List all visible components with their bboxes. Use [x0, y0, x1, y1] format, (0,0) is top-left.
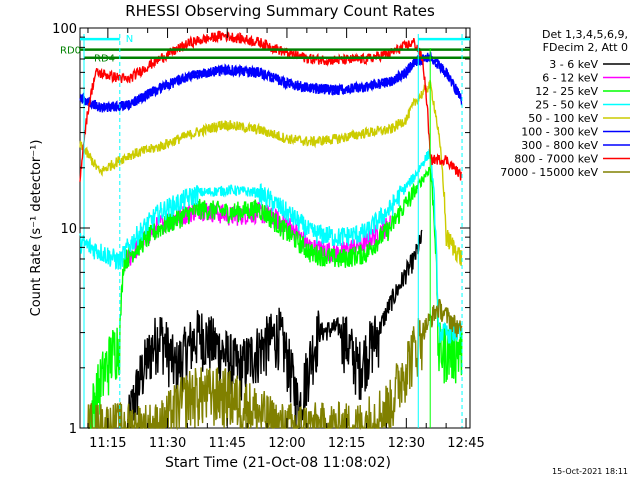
series-line-3: [79, 148, 463, 344]
x-tick-label: 12:30: [388, 436, 425, 451]
legend-entry-7: 800 - 7000 keV: [514, 153, 598, 166]
axes: 1 10 100 11:15 11:30 11:45 12:00 12:15 12:30 12:4…: [52, 22, 485, 451]
annotation-rd0: RD0: [60, 46, 81, 57]
legend-entry-3: 25 - 50 keV: [535, 99, 598, 112]
legend-entry-2: 12 - 25 keV: [535, 85, 598, 98]
annotation-n: N: [126, 34, 133, 45]
x-tick-label: 12:15: [328, 436, 365, 451]
legend-entry-0: 3 - 6 keV: [549, 58, 598, 71]
series-line-2: [87, 166, 463, 429]
y-tick-label: 10: [60, 222, 77, 237]
series-line-7: [79, 30, 463, 182]
series-7: [79, 30, 463, 182]
series-line-8: [87, 298, 463, 431]
legend: Det 1,3,4,5,6,9,FDecim 2, Att 0 3 - 6 keV…: [500, 28, 630, 179]
series-4: [79, 79, 463, 266]
legend-entry-5: 100 - 300 keV: [521, 126, 598, 139]
chart-title: RHESSI Observing Summary Count Rates: [125, 2, 435, 20]
series-0: [127, 229, 423, 429]
x-tick-label: 11:45: [209, 436, 246, 451]
legend-header-0: Det 1,3,4,5,6,9,: [542, 28, 628, 41]
plot-marks: RD0 RD4 N: [60, 30, 470, 431]
series-line-0: [127, 229, 423, 429]
series-8: [87, 298, 463, 431]
legend-entry-4: 50 - 100 keV: [528, 112, 598, 125]
x-tick-label: 11:15: [89, 436, 126, 451]
footer-timestamp: 15-Oct-2021 18:11: [552, 467, 628, 476]
legend-entry-6: 300 - 800 keV: [521, 139, 598, 152]
series-line-4: [79, 79, 463, 266]
legend-header-1: FDecim 2, Att 0: [543, 41, 628, 54]
series-2: [87, 166, 463, 429]
x-tick-label: 12:45: [447, 436, 484, 451]
y-axis-label: Count Rate (s⁻¹ detector⁻¹): [29, 140, 44, 317]
y-tick-label: 100: [52, 22, 77, 37]
annotation-rd4: RD4: [94, 54, 115, 65]
series-3: [79, 148, 463, 344]
y-tick-label: 1: [69, 422, 77, 437]
legend-entry-1: 6 - 12 keV: [542, 72, 598, 85]
x-axis-label: Start Time (21-Oct-08 11:08:02): [165, 455, 391, 471]
series-6: [80, 51, 463, 113]
legend-entry-8: 7000 - 15000 keV: [500, 166, 598, 179]
x-tick-label: 12:00: [268, 436, 305, 451]
series-line-6: [80, 51, 463, 113]
x-tick-label: 11:30: [149, 436, 186, 451]
